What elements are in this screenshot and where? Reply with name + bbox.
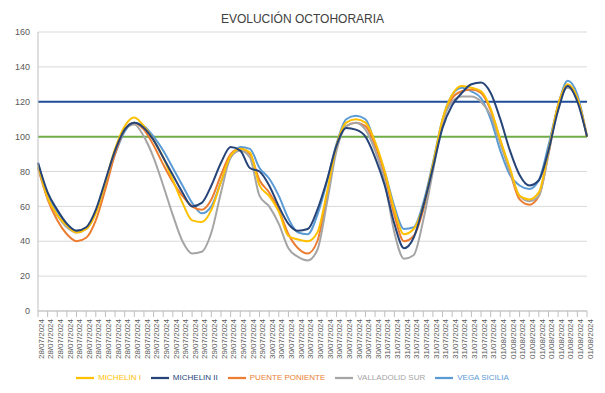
- svg-text:29/07/2024: 29/07/2024: [220, 318, 229, 359]
- svg-text:30/07/2024: 30/07/2024: [277, 318, 286, 359]
- svg-text:28/07/2024: 28/07/2024: [123, 318, 132, 359]
- svg-text:28/07/2024: 28/07/2024: [66, 318, 75, 359]
- svg-text:31/07/2024: 31/07/2024: [383, 318, 392, 359]
- html-text:MICHELIN I: MICHELIN I: [98, 373, 141, 383]
- svg-text:31/07/2024: 31/07/2024: [470, 318, 479, 359]
- html-text:VALLADOLID SUR: VALLADOLID SUR: [357, 373, 426, 383]
- svg-text:29/07/2024: 29/07/2024: [200, 318, 209, 359]
- svg-text:160: 160: [15, 27, 30, 37]
- svg-text:31/07/2024: 31/07/2024: [432, 318, 441, 359]
- svg-text:30/07/2024: 30/07/2024: [355, 318, 364, 359]
- html-text:VEGA SICILIA: VEGA SICILIA: [457, 373, 509, 383]
- svg-text:31/07/2024: 31/07/2024: [489, 318, 498, 359]
- svg-text:31/07/2024: 31/07/2024: [460, 318, 469, 359]
- svg-text:01/08/2024: 01/08/2024: [576, 318, 585, 359]
- svg-text:29/07/2024: 29/07/2024: [162, 318, 171, 359]
- svg-text:80: 80: [20, 167, 30, 177]
- svg-text:30/07/2024: 30/07/2024: [364, 318, 373, 359]
- svg-text:29/07/2024: 29/07/2024: [239, 318, 248, 359]
- svg-text:28/07/2024: 28/07/2024: [75, 318, 84, 359]
- svg-text:0: 0: [25, 306, 30, 316]
- svg-text:28/07/2024: 28/07/2024: [46, 318, 55, 359]
- svg-text:28/07/2024: 28/07/2024: [94, 318, 103, 359]
- svg-text:01/08/2024: 01/08/2024: [547, 318, 556, 359]
- svg-text:29/07/2024: 29/07/2024: [152, 318, 161, 359]
- svg-text:31/07/2024: 31/07/2024: [412, 318, 421, 359]
- svg-text:30/07/2024: 30/07/2024: [345, 318, 354, 359]
- svg-text:20: 20: [20, 271, 30, 281]
- svg-text:40: 40: [20, 236, 30, 246]
- svg-text:29/07/2024: 29/07/2024: [258, 318, 267, 359]
- svg-text:140: 140: [15, 62, 30, 72]
- svg-text:01/08/2024: 01/08/2024: [518, 318, 527, 359]
- svg-text:28/07/2024: 28/07/2024: [104, 318, 113, 359]
- svg-text:31/07/2024: 31/07/2024: [480, 318, 489, 359]
- svg-text:01/08/2024: 01/08/2024: [538, 318, 547, 359]
- svg-text:31/07/2024: 31/07/2024: [393, 318, 402, 359]
- svg-text:31/07/2024: 31/07/2024: [451, 318, 460, 359]
- svg-text:30/07/2024: 30/07/2024: [374, 318, 383, 359]
- html-text:EVOLUCIÓN OCTOHORARIA: EVOLUCIÓN OCTOHORARIA: [220, 12, 385, 26]
- svg-text:120: 120: [15, 97, 30, 107]
- svg-text:31/07/2024: 31/07/2024: [441, 318, 450, 359]
- svg-text:28/07/2024: 28/07/2024: [143, 318, 152, 359]
- svg-text:30/07/2024: 30/07/2024: [297, 318, 306, 359]
- svg-text:29/07/2024: 29/07/2024: [172, 318, 181, 359]
- svg-text:28/07/2024: 28/07/2024: [114, 318, 123, 359]
- svg-text:28/07/2024: 28/07/2024: [133, 318, 142, 359]
- svg-text:30/07/2024: 30/07/2024: [306, 318, 315, 359]
- svg-text:30/07/2024: 30/07/2024: [268, 318, 277, 359]
- svg-text:01/08/2024: 01/08/2024: [566, 318, 575, 359]
- html-text:MICHELIN II: MICHELIN II: [172, 373, 218, 383]
- svg-text:01/08/2024: 01/08/2024: [509, 318, 518, 359]
- svg-text:28/07/2024: 28/07/2024: [85, 318, 94, 359]
- svg-text:30/07/2024: 30/07/2024: [287, 318, 296, 359]
- svg-text:29/07/2024: 29/07/2024: [181, 318, 190, 359]
- svg-text:29/07/2024: 29/07/2024: [191, 318, 200, 359]
- svg-text:30/07/2024: 30/07/2024: [326, 318, 335, 359]
- svg-text:31/07/2024: 31/07/2024: [403, 318, 412, 359]
- svg-text:28/07/2024: 28/07/2024: [56, 318, 65, 359]
- svg-text:100: 100: [15, 132, 30, 142]
- svg-text:28/07/2024: 28/07/2024: [37, 318, 46, 359]
- svg-text:29/07/2024: 29/07/2024: [210, 318, 219, 359]
- svg-text:29/07/2024: 29/07/2024: [249, 318, 258, 359]
- svg-text:01/08/2024: 01/08/2024: [499, 318, 508, 359]
- svg-text:30/07/2024: 30/07/2024: [316, 318, 325, 359]
- svg-text:01/08/2024: 01/08/2024: [586, 318, 595, 359]
- svg-text:29/07/2024: 29/07/2024: [229, 318, 238, 359]
- svg-text:31/07/2024: 31/07/2024: [422, 318, 431, 359]
- svg-text:60: 60: [20, 202, 30, 212]
- svg-text:01/08/2024: 01/08/2024: [557, 318, 566, 359]
- html-text:PUENTE PONIENTE: PUENTE PONIENTE: [249, 373, 326, 383]
- svg-text:01/08/2024: 01/08/2024: [528, 318, 537, 359]
- svg-text:30/07/2024: 30/07/2024: [335, 318, 344, 359]
